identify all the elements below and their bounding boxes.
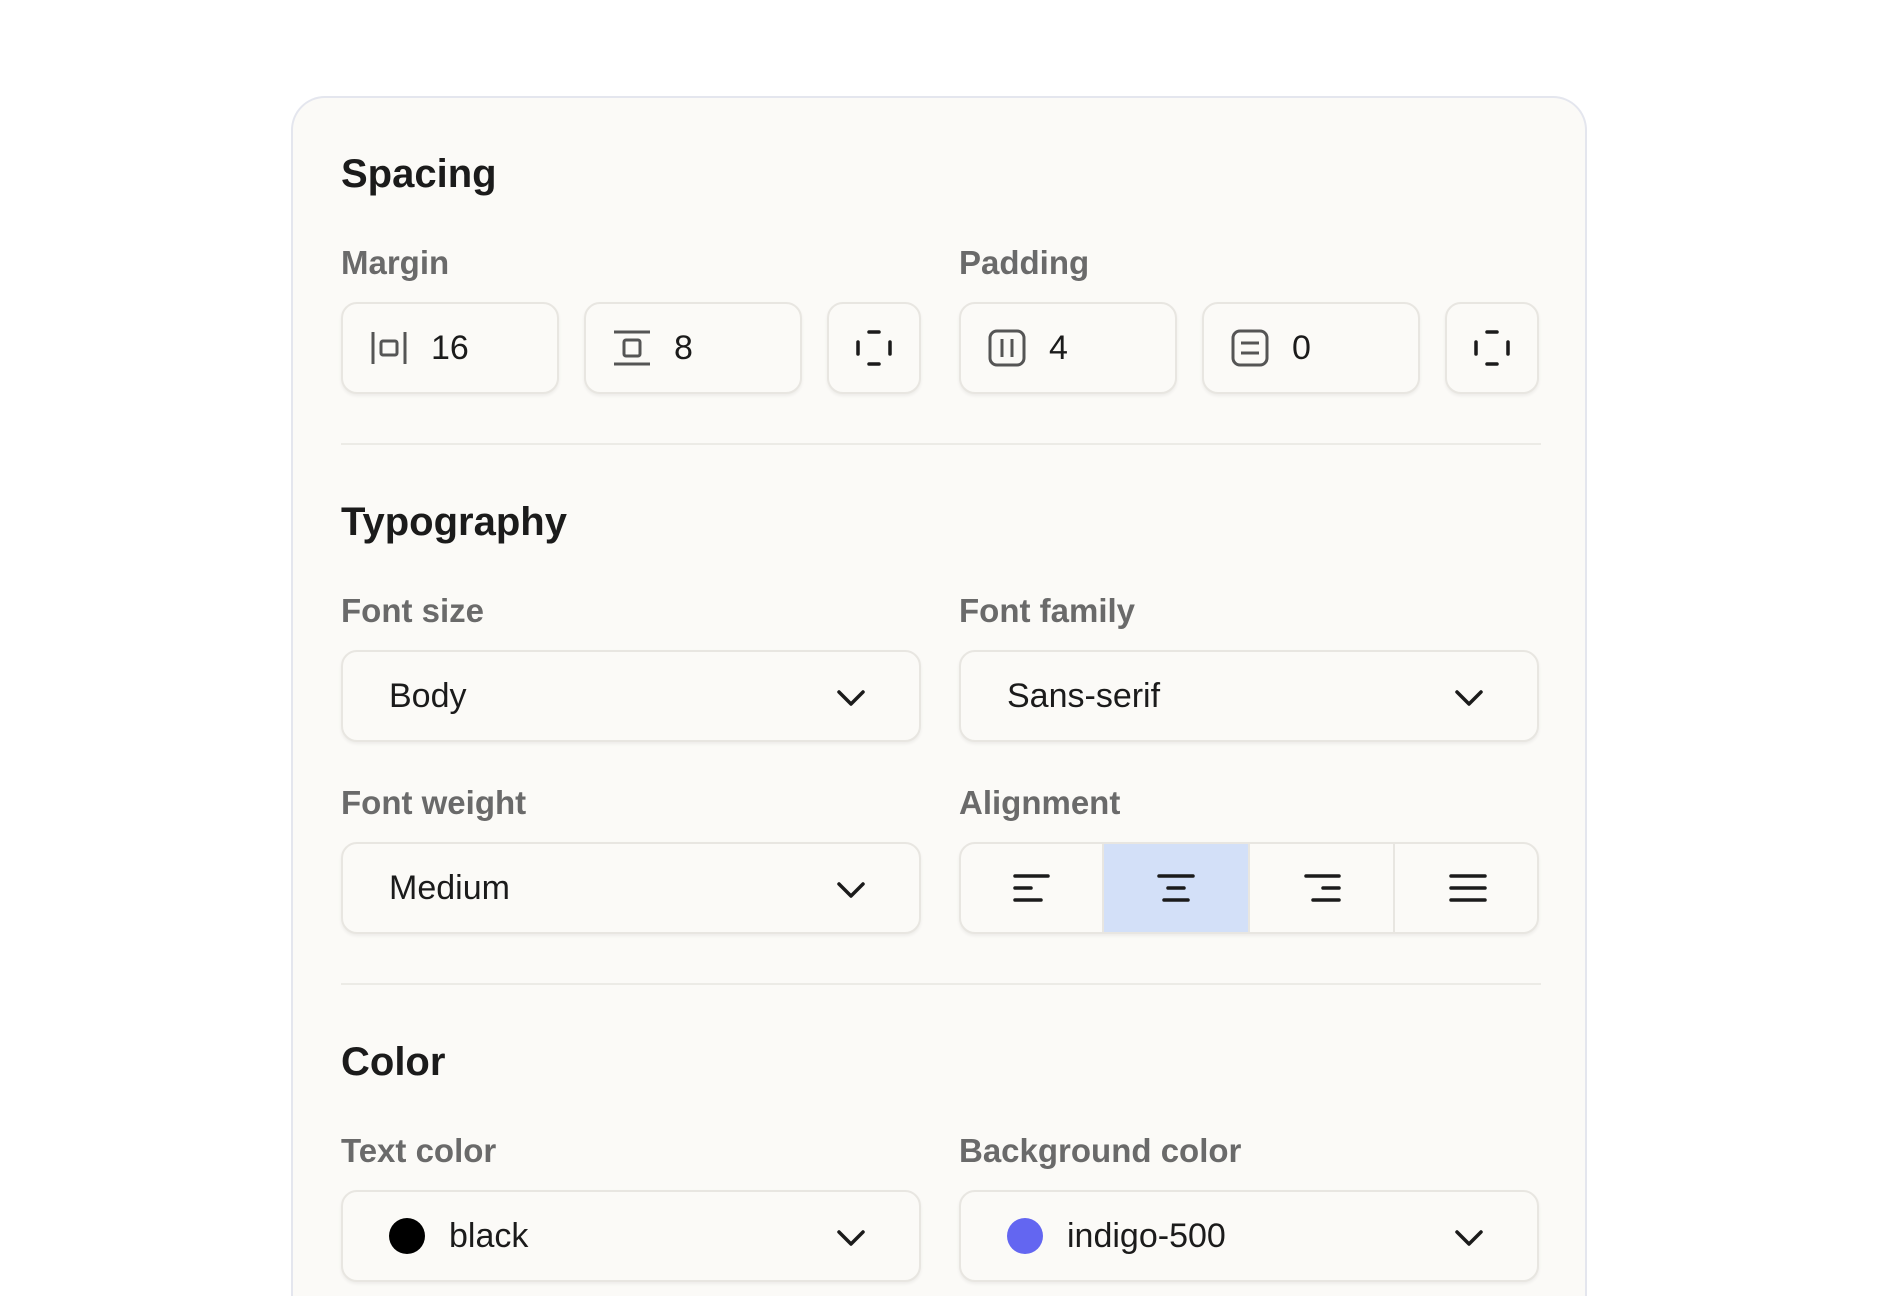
margin-horizontal-icon xyxy=(371,332,407,364)
font-weight-select[interactable]: Medium xyxy=(341,842,921,934)
align-left-button[interactable] xyxy=(961,844,1104,932)
align-right-button[interactable] xyxy=(1250,844,1395,932)
padding-vertical-input[interactable]: 0 xyxy=(1202,302,1420,394)
chevron-down-icon xyxy=(1455,1230,1483,1246)
background-color-select[interactable]: indigo-500 xyxy=(959,1190,1539,1282)
align-justify-icon xyxy=(1449,874,1487,902)
chevron-down-icon xyxy=(837,690,865,706)
padding-vertical-value: 0 xyxy=(1292,328,1311,367)
font-size-value: Body xyxy=(389,676,467,715)
color-swatch xyxy=(1007,1218,1043,1254)
divider xyxy=(341,443,1541,445)
margin-label: Margin xyxy=(341,244,450,281)
font-family-value: Sans-serif xyxy=(1007,676,1161,715)
padding-horizontal-value: 4 xyxy=(1049,328,1068,367)
margin-individual-sides-button[interactable] xyxy=(827,302,921,394)
alignment-segmented-control[interactable] xyxy=(959,842,1539,934)
text-color-select[interactable]: black xyxy=(341,1190,921,1282)
chevron-down-icon xyxy=(1455,690,1483,706)
text-color-value: black xyxy=(449,1216,529,1255)
chevron-down-icon xyxy=(837,882,865,898)
font-weight-label: Font weight xyxy=(341,784,527,821)
margin-vertical-input[interactable]: 8 xyxy=(584,302,802,394)
padding-horizontal-input[interactable]: 4 xyxy=(959,302,1177,394)
section-title-color: Color xyxy=(341,1040,446,1084)
individual-sides-icon xyxy=(1474,330,1510,366)
margin-horizontal-input[interactable]: 16 xyxy=(341,302,559,394)
padding-vertical-icon xyxy=(1231,329,1269,367)
background-color-value: indigo-500 xyxy=(1067,1216,1226,1255)
individual-sides-icon xyxy=(856,330,892,366)
align-center-icon xyxy=(1157,874,1195,902)
color-swatch xyxy=(389,1218,425,1254)
align-left-icon xyxy=(1012,874,1050,902)
section-title-spacing: Spacing xyxy=(341,152,497,196)
align-center-button[interactable] xyxy=(1104,844,1250,932)
font-family-label: Font family xyxy=(959,592,1136,629)
padding-label: Padding xyxy=(959,244,1090,281)
divider xyxy=(341,983,1541,985)
properties-panel: Spacing Margin Padding 16 8 4 0 Typograp… xyxy=(291,96,1587,1296)
padding-horizontal-icon xyxy=(988,329,1026,367)
align-justify-button[interactable] xyxy=(1395,844,1537,932)
background-color-label: Background color xyxy=(959,1132,1242,1169)
section-title-typography: Typography xyxy=(341,500,567,544)
align-right-icon xyxy=(1303,874,1341,902)
font-size-label: Font size xyxy=(341,592,485,629)
margin-vertical-value: 8 xyxy=(674,328,693,367)
chevron-down-icon xyxy=(837,1230,865,1246)
font-weight-value: Medium xyxy=(389,868,510,907)
alignment-label: Alignment xyxy=(959,784,1121,821)
padding-individual-sides-button[interactable] xyxy=(1445,302,1539,394)
margin-vertical-icon xyxy=(614,330,650,366)
font-size-select[interactable]: Body xyxy=(341,650,921,742)
text-color-label: Text color xyxy=(341,1132,497,1169)
font-family-select[interactable]: Sans-serif xyxy=(959,650,1539,742)
margin-horizontal-value: 16 xyxy=(431,328,469,367)
